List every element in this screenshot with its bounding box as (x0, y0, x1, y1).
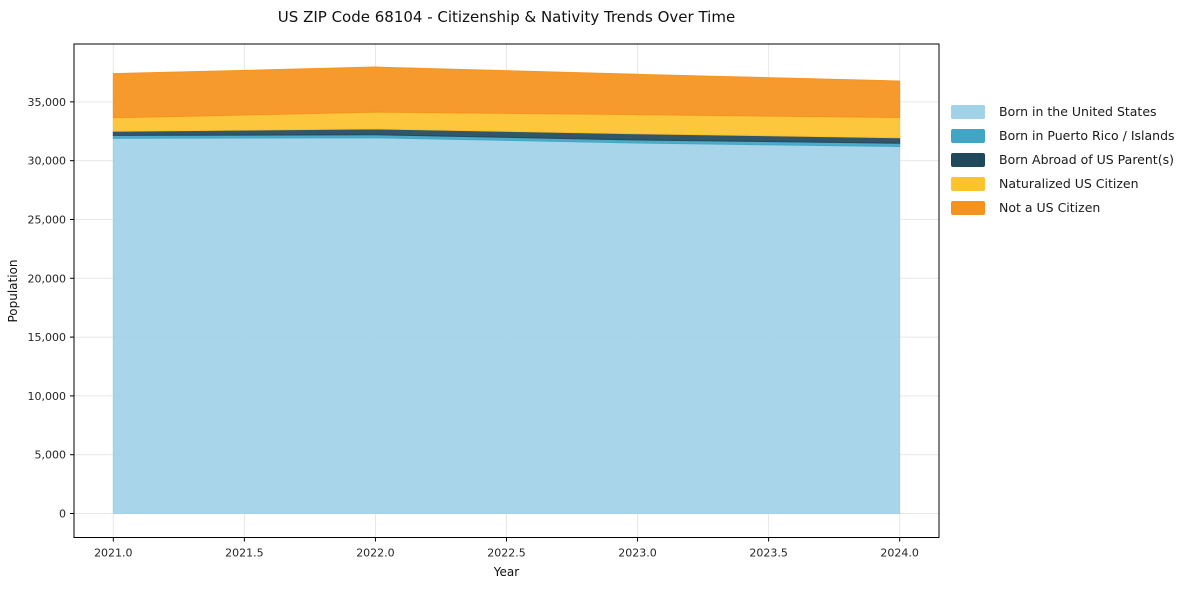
x-tick-label: 2023.0 (618, 547, 657, 560)
y-axis-label: Population (6, 259, 20, 323)
legend-label: Born in Puerto Rico / Islands (999, 128, 1175, 143)
y-tick-label: 5,000 (35, 449, 67, 462)
area-series-1 (112, 137, 901, 515)
legend-item: Naturalized US Citizen (951, 176, 1175, 191)
y-tick-label: 15,000 (28, 331, 67, 344)
legend-swatch (951, 104, 985, 119)
legend-item: Born in Puerto Rico / Islands (951, 128, 1175, 143)
legend-item: Born in the United States (951, 104, 1175, 119)
chart-legend: Born in the United States Born in Puerto … (951, 104, 1175, 215)
legend-label: Not a US Citizen (999, 200, 1101, 215)
legend-item: Born Abroad of US Parent(s) (951, 152, 1175, 167)
x-tick-label: 2022.0 (356, 547, 395, 560)
legend-item: Not a US Citizen (951, 200, 1175, 215)
y-tick-label: 35,000 (28, 96, 67, 109)
legend-swatch (951, 152, 985, 167)
legend-label: Born Abroad of US Parent(s) (999, 152, 1174, 167)
area-series-5 (112, 66, 901, 119)
legend-label: Born in the United States (999, 104, 1157, 119)
x-tick-label: 2021.0 (94, 547, 133, 560)
x-tick-label: 2021.5 (225, 547, 264, 560)
y-tick-label: 0 (59, 508, 66, 521)
x-tick-label: 2022.5 (487, 547, 526, 560)
x-axis-label: Year (493, 565, 520, 579)
legend-swatch (951, 176, 985, 191)
chart-title: US ZIP Code 68104 - Citizenship & Nativi… (277, 8, 736, 26)
legend-swatch (951, 200, 985, 215)
x-tick-label: 2023.5 (749, 547, 788, 560)
legend-label: Naturalized US Citizen (999, 176, 1139, 191)
legend-swatch (951, 128, 985, 143)
y-tick-label: 20,000 (28, 272, 67, 285)
y-tick-label: 30,000 (28, 155, 67, 168)
y-tick-label: 10,000 (28, 390, 67, 403)
x-tick-label: 2024.0 (880, 547, 919, 560)
y-tick-label: 25,000 (28, 213, 67, 226)
